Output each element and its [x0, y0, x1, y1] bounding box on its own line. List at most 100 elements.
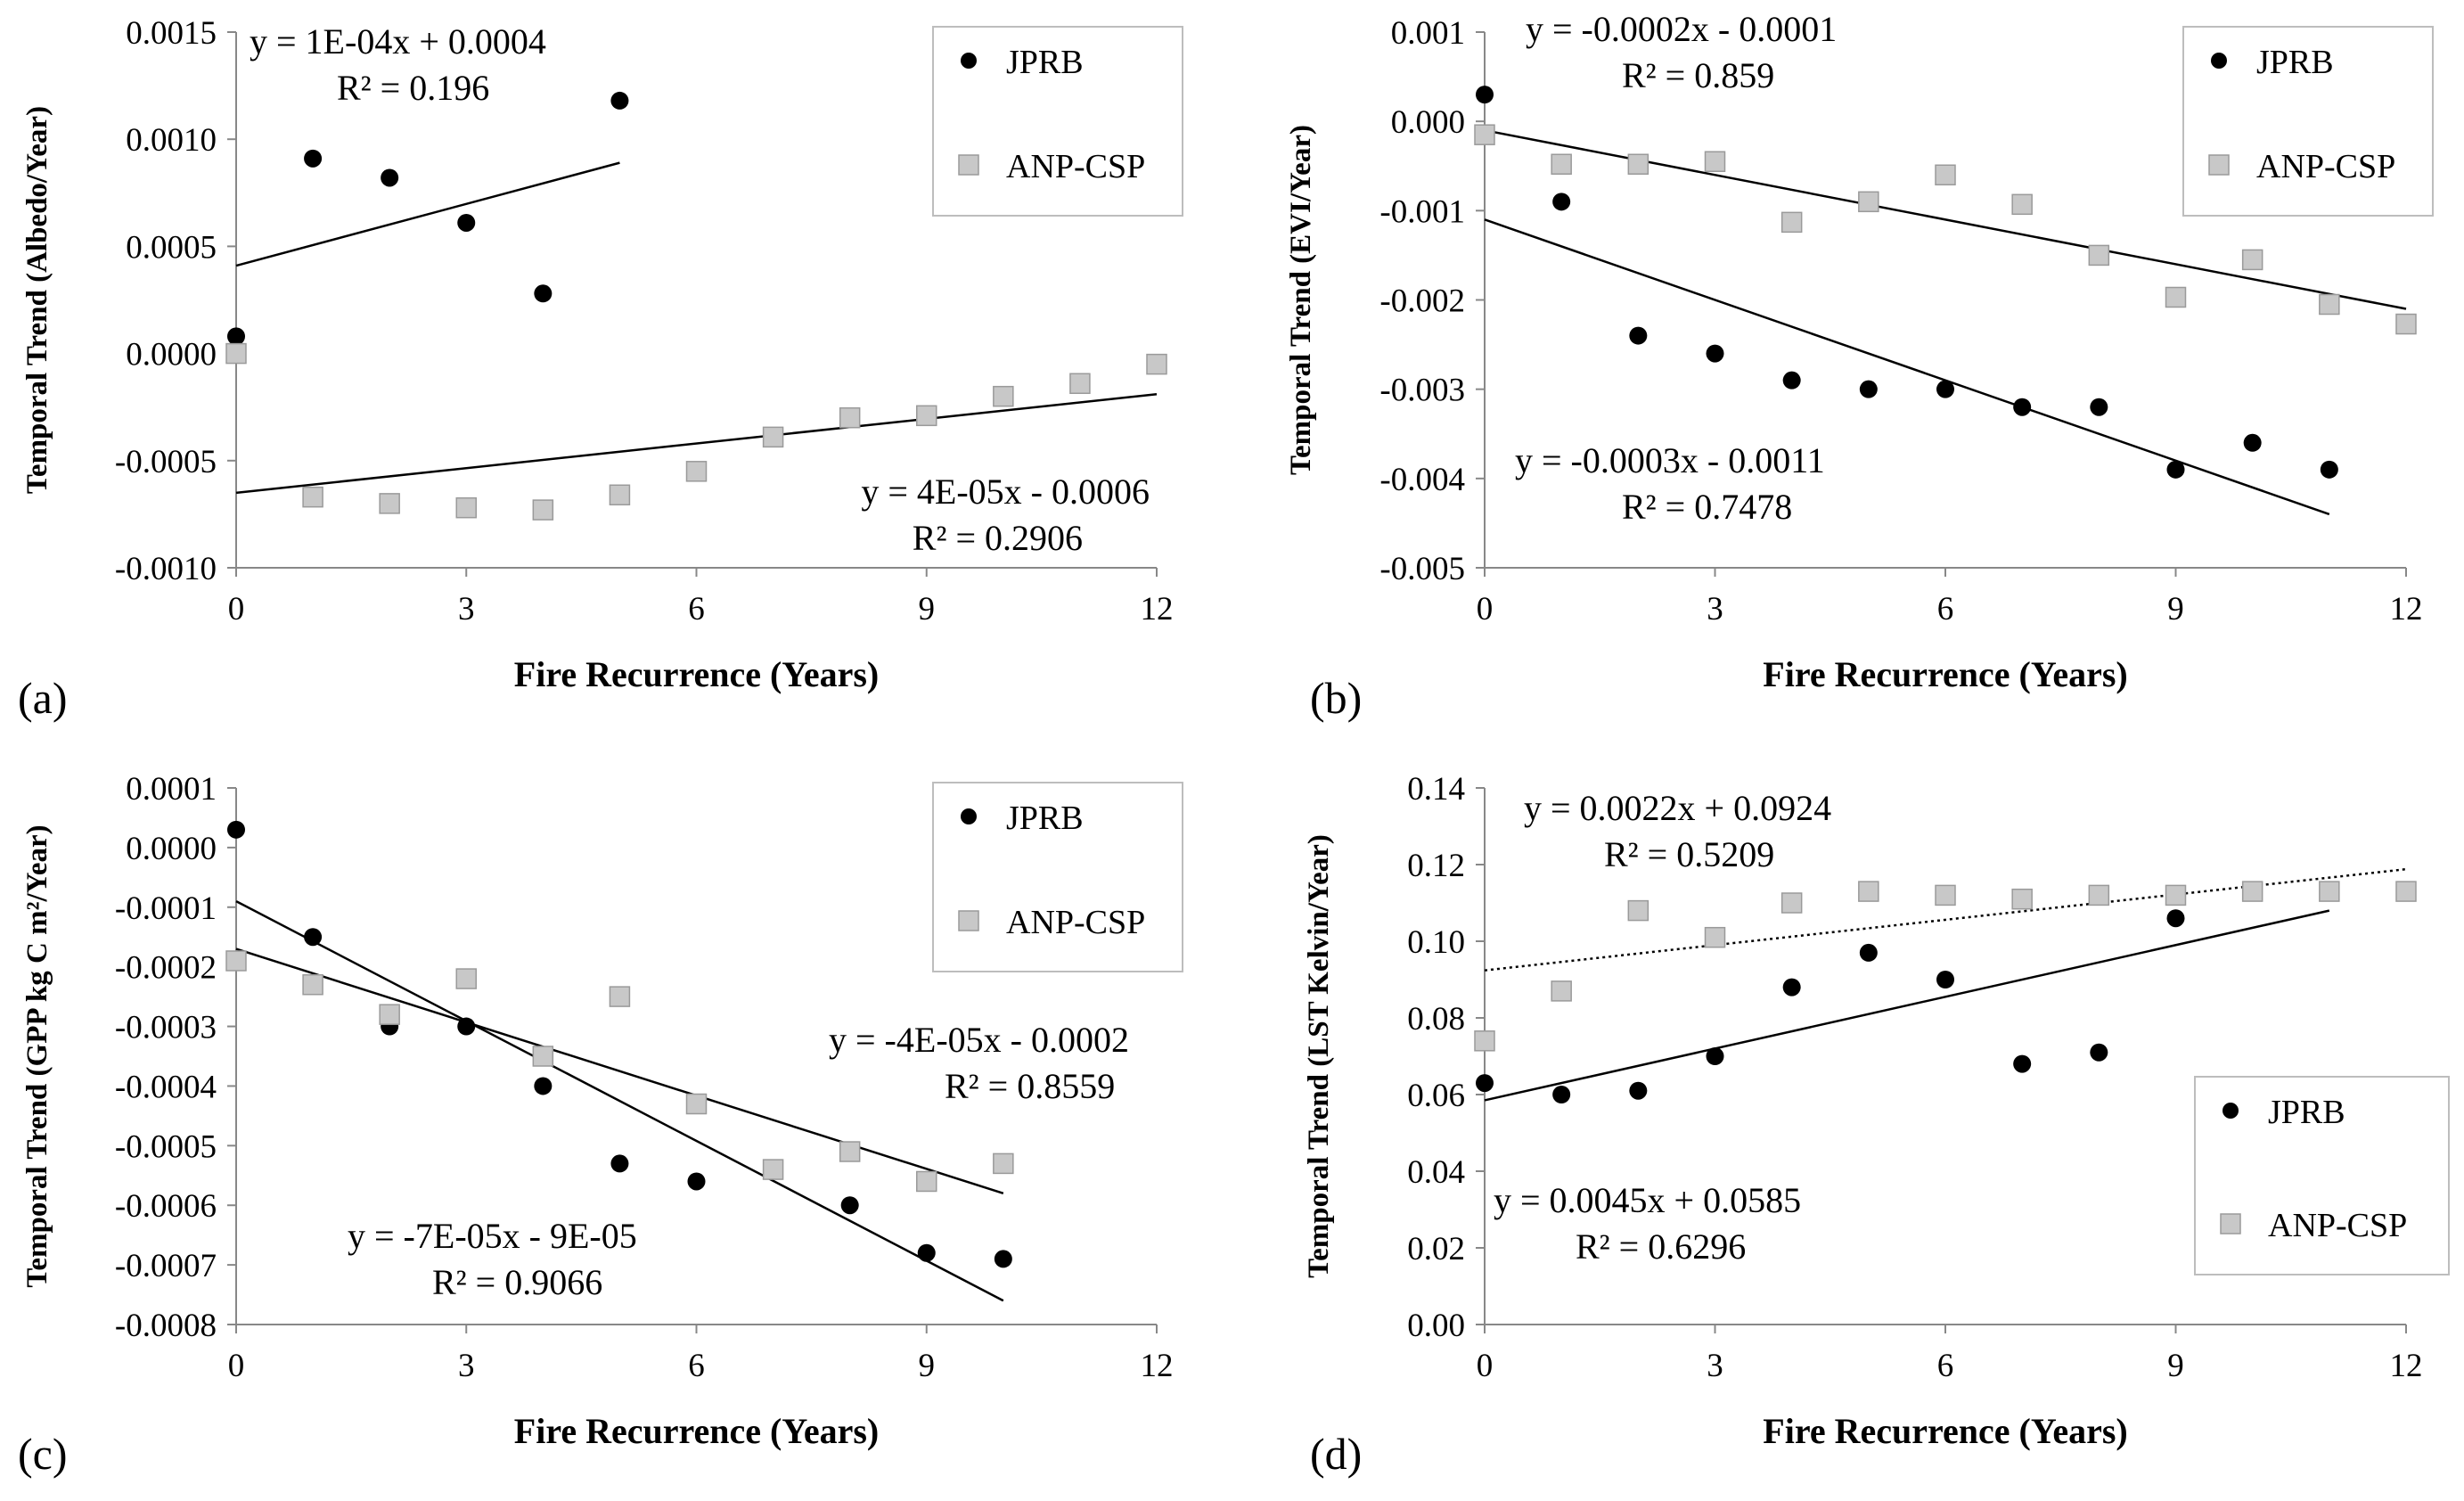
- x-tick-label: 6: [688, 591, 705, 627]
- data-point-jprb: [917, 1243, 936, 1262]
- data-point-jprb: [304, 928, 323, 947]
- data-point-jprb: [2166, 909, 2185, 928]
- data-point-anp-csp: [2395, 881, 2417, 902]
- y-tick-label: 0.10: [1407, 924, 1465, 961]
- legend-marker-anp-csp: [958, 910, 979, 931]
- y-axis-title: Temporal Trend (LST Kelvin/Year): [1303, 834, 1335, 1278]
- y-tick-label: 0.04: [1407, 1154, 1465, 1191]
- data-point-anp-csp: [1704, 926, 1726, 948]
- data-point-anp-csp: [1551, 153, 1572, 175]
- trendline-jprb: [235, 161, 620, 267]
- data-point-jprb: [457, 1017, 476, 1036]
- data-point-anp-csp: [2165, 884, 2187, 906]
- x-tick-label: 3: [458, 1348, 475, 1384]
- y-tick-label: 0.0000: [126, 337, 217, 373]
- data-point-anp-csp: [1474, 124, 1495, 145]
- data-point-jprb: [610, 91, 629, 110]
- data-point-jprb: [1706, 1047, 1724, 1065]
- data-point-jprb: [304, 149, 323, 168]
- y-tick-label: 0.0015: [126, 15, 217, 52]
- y-tick-label: -0.0006: [115, 1188, 217, 1225]
- data-point-anp-csp: [1858, 881, 1879, 902]
- data-point-anp-csp: [2241, 249, 2263, 271]
- x-tick-label: 0: [228, 1348, 245, 1384]
- trend-equation: y = 0.0045x + 0.0585: [1494, 1180, 1801, 1220]
- y-tick-label: 0.00: [1407, 1308, 1465, 1344]
- x-tick-label: 0: [1477, 1348, 1494, 1384]
- y-tick-label: -0.0005: [115, 444, 217, 480]
- x-tick-label: 3: [1707, 1348, 1723, 1384]
- chart-panel-b: 0.001 0.000 -0.001 -0.002 -0.003 -0.004 -0.005…: [1285, 9, 2434, 723]
- data-point-anp-csp: [1858, 191, 1879, 213]
- panel-label: (d): [1310, 1429, 1362, 1479]
- y-tick-label: -0.0008: [115, 1308, 217, 1344]
- y-tick-label: 0.02: [1407, 1231, 1465, 1267]
- x-axis-title: Fire Recurrence (Years): [1763, 654, 2127, 694]
- data-point-jprb: [457, 213, 476, 232]
- trend-r-squared: R² = 0.2906: [913, 518, 1083, 558]
- y-tick-label: 0.08: [1407, 1001, 1465, 1038]
- data-point-anp-csp: [1935, 884, 1956, 906]
- data-point-anp-csp: [2088, 884, 2110, 906]
- legend-marker-anp-csp: [958, 154, 979, 176]
- data-point-anp-csp: [2088, 244, 2110, 267]
- data-point-anp-csp: [225, 342, 247, 365]
- x-axis-title: Fire Recurrence (Years): [1763, 1411, 2127, 1451]
- data-point-jprb: [2243, 433, 2262, 452]
- data-point-anp-csp: [2241, 881, 2263, 902]
- x-tick-label: 12: [2390, 1348, 2423, 1384]
- data-point-anp-csp: [379, 493, 400, 514]
- legend-marker-jprb: [2211, 53, 2227, 69]
- legend-label-anp-csp: ANP-CSP: [1006, 904, 1145, 941]
- y-axis-title: Temporal Trend (EVI/Year): [1285, 125, 1317, 475]
- y-tick-label: -0.003: [1379, 373, 1465, 409]
- data-point-jprb: [1629, 326, 1648, 345]
- data-point-anp-csp: [1069, 373, 1091, 395]
- panel-label: (b): [1310, 673, 1362, 723]
- y-tick-label: 0.001: [1391, 15, 1465, 52]
- trend-r-squared: R² = 0.9066: [432, 1262, 602, 1302]
- y-tick-label: -0.0003: [115, 1010, 217, 1046]
- chart-panel-d: 0.14 0.12 0.10 0.08 0.06 0.04 0.02 0.00 0 3 6 9 12 Fi…: [1303, 771, 2450, 1479]
- data-point-anp-csp: [1146, 353, 1167, 375]
- data-point-jprb: [2166, 460, 2185, 479]
- data-point-jprb: [227, 820, 245, 839]
- data-point-jprb: [2090, 398, 2108, 416]
- y-tick-label: 0.000: [1391, 104, 1465, 141]
- data-point-jprb: [2013, 1054, 2032, 1073]
- data-point-jprb: [1936, 380, 1954, 398]
- data-point-jprb: [1629, 1081, 1648, 1100]
- x-tick-label: 9: [2167, 1348, 2184, 1384]
- trend-equation: y = 0.0022x + 0.0924: [1524, 788, 1831, 828]
- x-tick-label: 12: [1141, 591, 1174, 627]
- y-tick-label: -0.005: [1379, 551, 1465, 587]
- data-point-anp-csp: [2011, 888, 2033, 910]
- data-point-anp-csp: [225, 950, 247, 972]
- y-tick-label: -0.0004: [115, 1069, 217, 1105]
- data-point-anp-csp: [762, 1159, 784, 1180]
- legend: JPRB ANP-CSP: [2194, 1076, 2450, 1275]
- data-point-jprb: [534, 284, 553, 303]
- y-tick-label: -0.0001: [115, 890, 217, 927]
- data-point-jprb: [2320, 460, 2338, 479]
- legend-label-jprb: JPRB: [2256, 44, 2334, 81]
- legend-label-jprb: JPRB: [1006, 800, 1084, 837]
- y-tick-label: -0.0002: [115, 950, 217, 987]
- x-tick-label: 6: [1937, 1348, 1954, 1384]
- x-tick-label: 3: [1707, 591, 1723, 627]
- legend-marker-jprb: [2223, 1103, 2239, 1119]
- y-axis-title: Temporal Trend (Albedo/Year): [21, 106, 53, 494]
- data-point-anp-csp: [609, 484, 631, 506]
- y-tick-label: -0.0010: [115, 551, 217, 587]
- data-point-anp-csp: [302, 973, 323, 996]
- trend-r-squared: R² = 0.5209: [1604, 834, 1774, 874]
- trendline-jprb: [1484, 909, 2330, 1102]
- x-tick-label: 0: [228, 591, 245, 627]
- data-point-anp-csp: [2011, 193, 2033, 216]
- data-point-anp-csp: [302, 486, 323, 508]
- x-axis-title: Fire Recurrence (Years): [514, 654, 879, 694]
- legend: JPRB ANP-CSP: [932, 782, 1183, 972]
- data-point-anp-csp: [455, 968, 477, 989]
- data-point-jprb: [381, 168, 399, 187]
